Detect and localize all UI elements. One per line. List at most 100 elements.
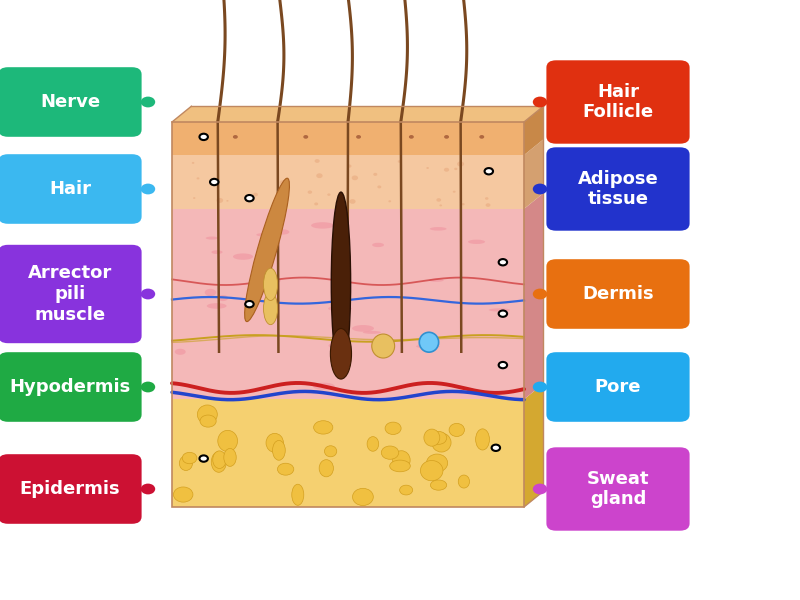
- Polygon shape: [172, 106, 543, 122]
- Ellipse shape: [211, 250, 222, 254]
- Ellipse shape: [218, 430, 238, 452]
- Ellipse shape: [372, 243, 384, 247]
- Ellipse shape: [292, 484, 304, 505]
- Ellipse shape: [224, 448, 236, 466]
- Ellipse shape: [213, 451, 226, 469]
- Ellipse shape: [353, 488, 374, 506]
- Ellipse shape: [182, 452, 197, 464]
- Circle shape: [479, 135, 484, 139]
- Circle shape: [498, 310, 507, 317]
- FancyBboxPatch shape: [546, 147, 690, 230]
- Ellipse shape: [245, 178, 290, 322]
- Circle shape: [485, 168, 493, 175]
- Circle shape: [489, 167, 493, 170]
- Ellipse shape: [468, 239, 485, 244]
- Ellipse shape: [330, 329, 351, 379]
- Circle shape: [314, 159, 320, 163]
- Circle shape: [210, 179, 218, 185]
- Text: Nerve: Nerve: [40, 93, 100, 111]
- Ellipse shape: [256, 233, 268, 236]
- Ellipse shape: [233, 253, 253, 260]
- Ellipse shape: [429, 278, 444, 282]
- FancyBboxPatch shape: [0, 352, 142, 422]
- Circle shape: [388, 200, 391, 202]
- Ellipse shape: [449, 424, 465, 436]
- FancyBboxPatch shape: [0, 245, 142, 343]
- Ellipse shape: [390, 460, 410, 472]
- Circle shape: [141, 289, 155, 299]
- Text: Epidermis: Epidermis: [20, 480, 120, 498]
- Ellipse shape: [206, 303, 226, 309]
- Ellipse shape: [372, 334, 394, 358]
- Circle shape: [444, 168, 449, 172]
- Circle shape: [350, 199, 356, 204]
- Polygon shape: [524, 139, 543, 209]
- Circle shape: [141, 184, 155, 194]
- FancyBboxPatch shape: [546, 61, 690, 144]
- Circle shape: [303, 135, 308, 139]
- Circle shape: [327, 193, 330, 196]
- Ellipse shape: [205, 289, 216, 296]
- Circle shape: [378, 185, 382, 188]
- Circle shape: [217, 198, 223, 203]
- Ellipse shape: [276, 229, 290, 235]
- Ellipse shape: [319, 460, 334, 477]
- Text: Hair
Follicle: Hair Follicle: [582, 83, 654, 121]
- Ellipse shape: [352, 325, 374, 332]
- Ellipse shape: [174, 487, 193, 502]
- Circle shape: [426, 167, 429, 169]
- Circle shape: [199, 455, 208, 462]
- Circle shape: [192, 162, 194, 164]
- Circle shape: [498, 259, 507, 265]
- Ellipse shape: [489, 308, 510, 311]
- Ellipse shape: [314, 421, 333, 434]
- Ellipse shape: [421, 461, 443, 481]
- Circle shape: [533, 184, 547, 194]
- Text: Sweat
gland: Sweat gland: [586, 470, 650, 508]
- Circle shape: [454, 167, 458, 170]
- Polygon shape: [524, 106, 543, 155]
- Circle shape: [314, 202, 318, 205]
- Ellipse shape: [367, 437, 378, 451]
- Text: Arrector
pili
muscle: Arrector pili muscle: [28, 264, 112, 324]
- Circle shape: [356, 135, 361, 139]
- Circle shape: [141, 382, 155, 392]
- Ellipse shape: [273, 440, 286, 460]
- Circle shape: [486, 203, 490, 207]
- Bar: [172, 155, 524, 209]
- Text: Adipose
tissue: Adipose tissue: [578, 170, 658, 208]
- Circle shape: [533, 382, 547, 392]
- Ellipse shape: [458, 475, 470, 488]
- Circle shape: [374, 173, 378, 176]
- Circle shape: [492, 445, 500, 451]
- Ellipse shape: [362, 331, 381, 334]
- Polygon shape: [524, 193, 543, 400]
- Ellipse shape: [179, 456, 193, 470]
- Circle shape: [246, 301, 254, 307]
- Bar: [172, 122, 524, 155]
- Circle shape: [439, 205, 442, 206]
- Circle shape: [533, 484, 547, 494]
- Ellipse shape: [325, 446, 337, 457]
- FancyBboxPatch shape: [546, 352, 690, 422]
- Bar: [172, 209, 524, 400]
- Circle shape: [141, 484, 155, 494]
- Ellipse shape: [400, 485, 413, 495]
- Circle shape: [453, 191, 456, 193]
- Circle shape: [246, 195, 254, 202]
- Circle shape: [436, 198, 441, 202]
- Circle shape: [197, 178, 199, 179]
- Circle shape: [485, 197, 489, 200]
- Ellipse shape: [200, 415, 216, 427]
- Ellipse shape: [328, 306, 352, 311]
- Ellipse shape: [430, 431, 446, 445]
- Circle shape: [141, 97, 155, 107]
- Circle shape: [409, 135, 414, 139]
- Circle shape: [233, 135, 238, 139]
- Ellipse shape: [432, 433, 451, 452]
- Bar: [172, 400, 524, 507]
- FancyBboxPatch shape: [0, 154, 142, 224]
- Text: Hypodermis: Hypodermis: [10, 378, 130, 396]
- Circle shape: [316, 173, 322, 178]
- Ellipse shape: [329, 343, 342, 348]
